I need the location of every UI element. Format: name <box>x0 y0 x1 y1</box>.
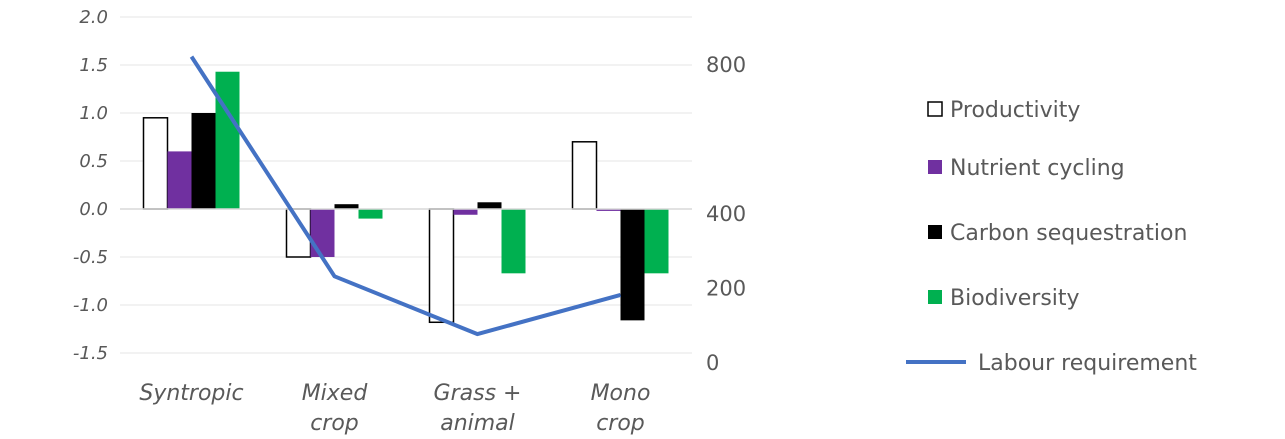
bar-productivity <box>142 117 169 210</box>
left-axis-tick-label: 1.0 <box>79 103 108 124</box>
legend-label: Labour requirement <box>978 351 1197 376</box>
labour-line-layer <box>189 55 622 337</box>
left-axis-ticks: 2.0 1.5 1.0 0.5 0.0 -0.5 -1.0 -1.5 <box>73 7 108 364</box>
x-axis-tick-label: Mixed crop <box>302 381 369 436</box>
x-axis-tick-label: Mono crop <box>591 381 651 436</box>
x-axis-tick-line: crop <box>596 411 645 436</box>
bar-carbon-sequestration <box>334 204 359 209</box>
left-axis-tick-label: -1.5 <box>73 343 108 364</box>
bar-nutrient-cycling <box>453 209 478 215</box>
bars <box>142 71 669 324</box>
labour-requirement-line <box>189 55 622 337</box>
bar-nutrient-cycling <box>310 209 335 257</box>
right-axis-tick-label: 0 <box>706 351 719 375</box>
legend-label: Carbon sequestration <box>950 221 1187 246</box>
x-axis-tick-label: Grass + animal <box>434 381 522 436</box>
bar-biodiversity <box>501 209 526 274</box>
bar-carbon-sequestration <box>620 209 645 321</box>
x-axis-tick-label: Syntropic <box>139 381 243 406</box>
right-axis-ticks: 800 400 200 0 <box>706 53 746 375</box>
x-axis-tick-line: crop <box>310 411 359 436</box>
legend-swatch-carbon-sequestration <box>928 225 942 239</box>
right-axis-tick-label: 800 <box>706 53 746 77</box>
left-axis-tick-label: 0.5 <box>79 151 108 172</box>
left-axis-tick-label: -1.0 <box>73 295 108 316</box>
bar-productivity <box>571 141 598 210</box>
bar-nutrient-cycling <box>167 151 192 209</box>
right-axis-tick-label: 400 <box>706 202 746 226</box>
right-axis-tick-label: 200 <box>706 277 746 301</box>
left-axis-tick-label: 1.5 <box>79 55 108 76</box>
left-axis-tick-label: 2.0 <box>79 7 108 28</box>
legend-swatch-productivity <box>927 101 943 117</box>
legend-swatch-biodiversity <box>928 290 942 304</box>
x-axis-tick-line: animal <box>440 411 515 436</box>
bar-carbon-sequestration <box>477 202 502 209</box>
legend-swatch-nutrient-cycling <box>928 160 942 174</box>
bar-productivity <box>428 208 455 324</box>
bar-carbon-sequestration <box>191 113 216 209</box>
left-axis-tick-label: 0.0 <box>79 199 108 220</box>
bar-nutrient-cycling <box>596 209 621 211</box>
x-axis-tick-line: Mixed <box>302 381 369 406</box>
legend-label: Productivity <box>950 98 1080 123</box>
legend-label: Nutrient cycling <box>950 156 1125 181</box>
x-axis-tick-line: Grass + <box>434 381 522 406</box>
x-axis-tick-line: Syntropic <box>139 381 243 406</box>
legend: Productivity Nutrient cycling Carbon seque… <box>906 98 1197 376</box>
x-axis-tick-line: Mono <box>591 381 651 406</box>
legend-label: Biodiversity <box>950 286 1080 311</box>
x-axis-labels: Syntropic Mixed crop Grass + animal Mono crop <box>139 381 650 436</box>
bar-biodiversity <box>644 209 669 274</box>
left-axis-tick-label: -0.5 <box>73 247 108 268</box>
bar-biodiversity <box>215 71 240 209</box>
bar-biodiversity <box>358 209 383 219</box>
